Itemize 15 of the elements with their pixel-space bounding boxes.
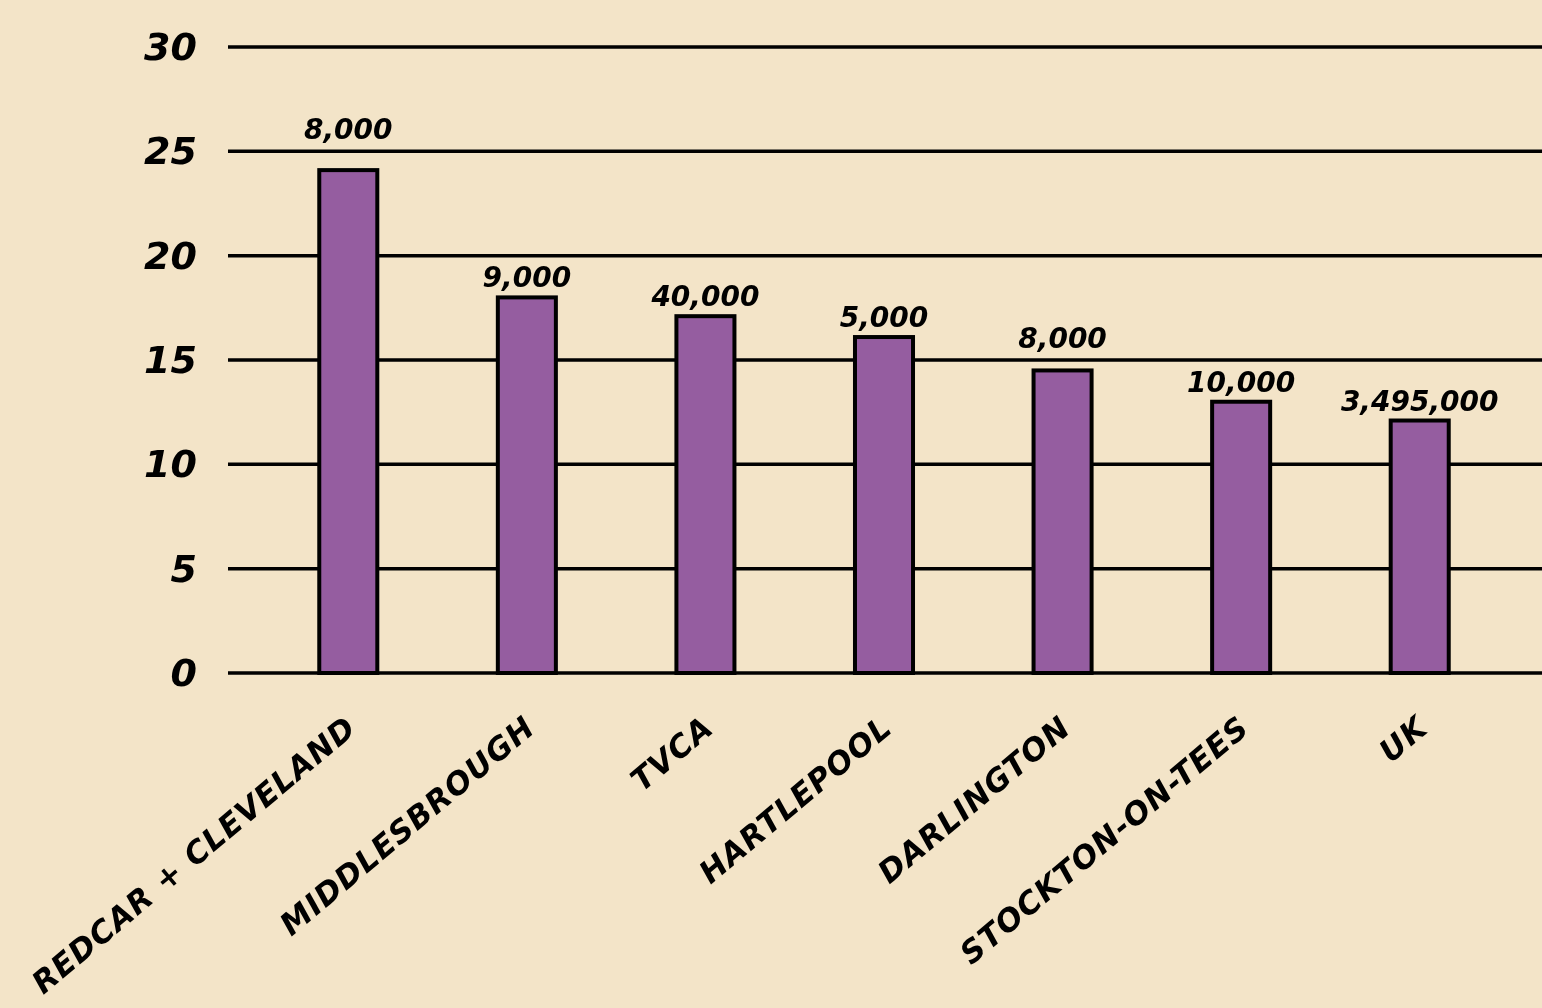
annotation: 3,495,000 [1340, 384, 1499, 418]
y-tick-label: 30 [144, 25, 197, 69]
x-tick-label: UK [1371, 708, 1435, 770]
y-tick-label: 0 [170, 651, 197, 695]
annotation: 9,000 [482, 261, 572, 295]
y-tick-label: 10 [144, 442, 197, 487]
annotation: 5,000 [839, 301, 929, 335]
y-tick-label: 5 [170, 546, 197, 591]
annotation: 8,000 [1018, 322, 1107, 355]
annotation: 8,000 [304, 113, 393, 147]
y-tick-label: 25 [144, 129, 197, 174]
annotation: 10,000 [1187, 365, 1296, 399]
annotation: 40,000 [650, 280, 760, 314]
y-tick-label: 15 [144, 338, 197, 382]
y-tick-label: 20 [144, 233, 197, 278]
